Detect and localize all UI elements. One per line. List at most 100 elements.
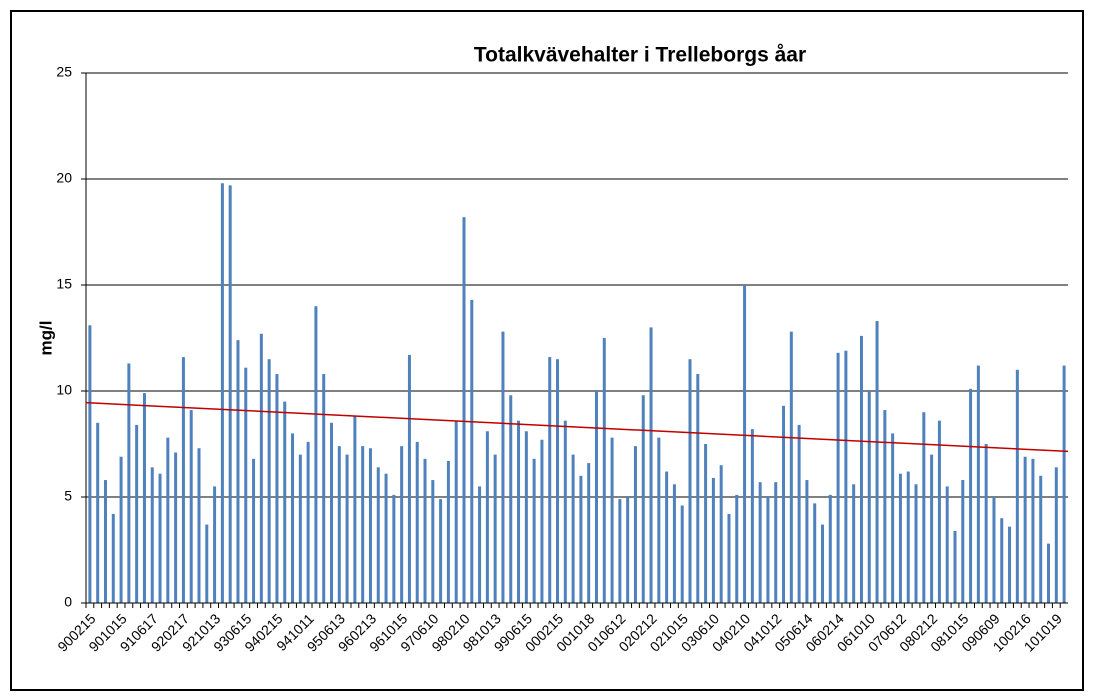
bar xyxy=(1047,543,1051,603)
bar xyxy=(322,374,326,603)
bar xyxy=(1062,365,1066,603)
bar xyxy=(392,494,396,603)
bar xyxy=(828,494,832,603)
bar xyxy=(228,185,232,604)
bar xyxy=(337,446,341,603)
bar xyxy=(439,499,443,603)
bar xyxy=(898,473,902,603)
bar xyxy=(345,454,349,603)
bar xyxy=(376,467,380,603)
bar xyxy=(797,424,801,603)
bar xyxy=(509,395,513,603)
bar xyxy=(189,410,193,603)
bar xyxy=(501,331,505,603)
bar xyxy=(470,299,474,603)
y-axis-label: mg/l xyxy=(36,321,55,356)
y-tick-label: 15 xyxy=(56,276,72,292)
bar xyxy=(758,482,762,603)
bar xyxy=(766,497,770,603)
bar xyxy=(548,357,552,603)
bar xyxy=(446,460,450,603)
bar xyxy=(782,405,786,603)
bar xyxy=(150,467,154,603)
bar xyxy=(805,480,809,603)
bar xyxy=(743,285,747,603)
y-tick-label: 25 xyxy=(56,64,72,80)
bar xyxy=(283,401,287,603)
trend-line xyxy=(85,401,1069,453)
bar xyxy=(111,513,115,603)
bar xyxy=(571,454,575,603)
bar xyxy=(914,484,918,603)
chart-frame xyxy=(10,10,1084,691)
bar xyxy=(96,422,100,603)
bar xyxy=(1008,526,1012,603)
bar xyxy=(750,429,754,603)
bar xyxy=(610,437,614,603)
bar xyxy=(524,431,528,603)
y-tick-label: 10 xyxy=(56,382,72,398)
bar xyxy=(275,374,279,603)
bar xyxy=(953,530,957,603)
bar xyxy=(353,416,357,603)
bar xyxy=(891,433,895,603)
bar xyxy=(142,393,146,603)
bar xyxy=(867,391,871,603)
bar xyxy=(602,338,606,603)
bar xyxy=(174,452,178,603)
bar xyxy=(252,458,256,603)
bar xyxy=(992,497,996,603)
bar xyxy=(1031,458,1035,603)
bar xyxy=(127,363,131,603)
bar xyxy=(407,354,411,603)
y-tick-label: 20 xyxy=(56,170,72,186)
bar xyxy=(361,446,365,603)
bar xyxy=(984,444,988,603)
bar xyxy=(937,420,941,603)
bar xyxy=(493,454,497,603)
bar xyxy=(672,484,676,603)
bar xyxy=(244,367,248,603)
bar xyxy=(454,420,458,603)
bar xyxy=(774,482,778,603)
bar xyxy=(103,480,107,603)
bar xyxy=(969,388,973,603)
bar xyxy=(1000,518,1004,603)
bar xyxy=(384,473,388,603)
bar xyxy=(633,446,637,603)
bar xyxy=(478,486,482,603)
bar xyxy=(665,471,669,603)
bar xyxy=(836,352,840,603)
bar xyxy=(906,471,910,603)
bar xyxy=(220,183,224,604)
bar xyxy=(259,333,263,603)
bar xyxy=(719,465,723,603)
bar xyxy=(922,412,926,603)
bar xyxy=(197,448,201,603)
bar xyxy=(423,458,427,603)
bar xyxy=(852,484,856,603)
bar xyxy=(587,463,591,603)
bar xyxy=(181,357,185,603)
bar xyxy=(883,410,887,603)
bar xyxy=(88,325,92,603)
bar xyxy=(618,499,622,603)
bar xyxy=(556,359,560,603)
bar xyxy=(844,350,848,603)
bar xyxy=(205,524,209,603)
bar xyxy=(1039,475,1043,603)
y-tick-label: 5 xyxy=(64,488,72,504)
bar xyxy=(859,335,863,603)
bar xyxy=(267,359,271,603)
bar xyxy=(166,437,170,603)
bar xyxy=(680,505,684,603)
bar xyxy=(789,331,793,603)
bar xyxy=(368,448,372,603)
bar xyxy=(532,458,536,603)
bar xyxy=(485,431,489,603)
bar xyxy=(961,480,965,603)
bar xyxy=(415,441,419,603)
bar xyxy=(821,524,824,603)
bar xyxy=(704,444,708,603)
